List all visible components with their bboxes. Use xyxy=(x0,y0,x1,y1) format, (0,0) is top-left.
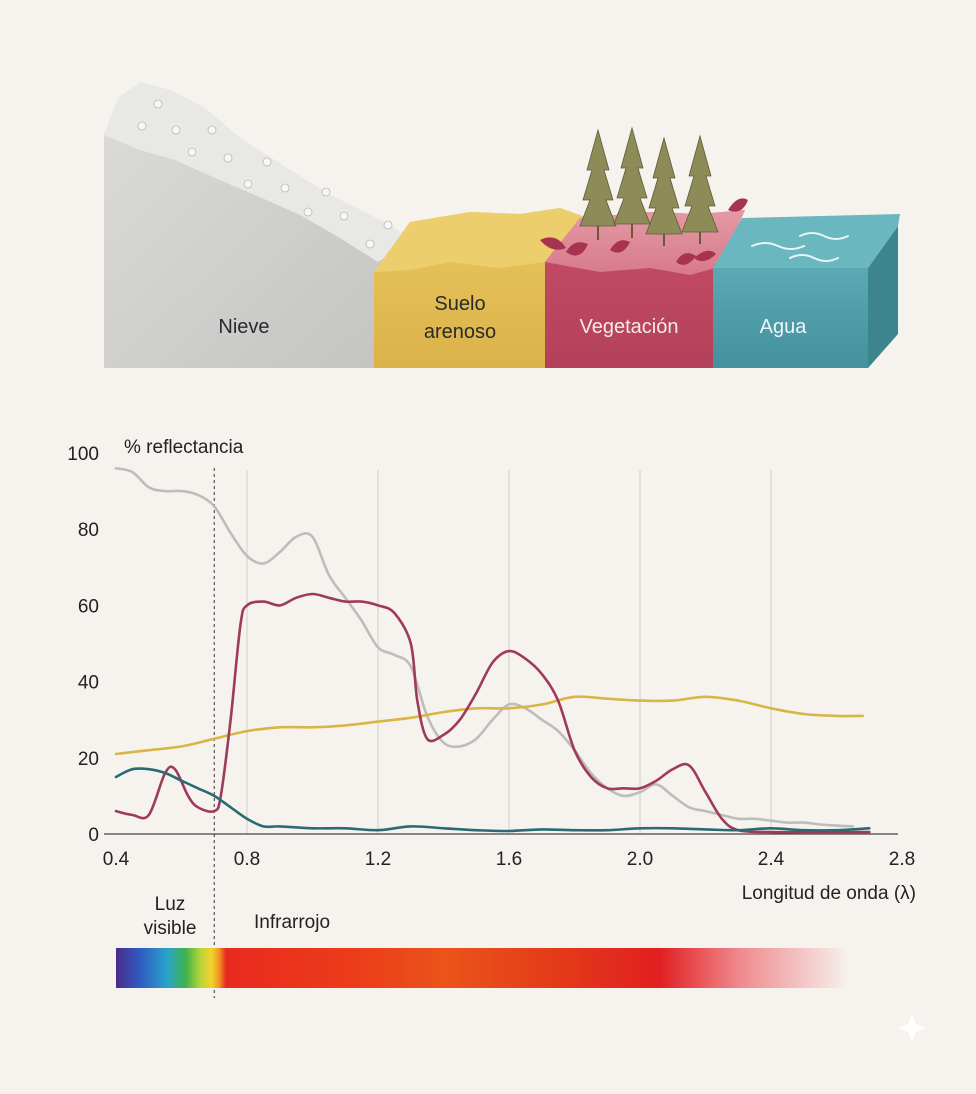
leaf-icon xyxy=(610,240,630,253)
x-axis-label: Longitud de onda (λ) xyxy=(742,883,916,904)
x-tick-label: 2.0 xyxy=(627,849,653,870)
sand-label-line2: arenoso xyxy=(424,321,496,343)
tree-icons xyxy=(579,126,719,246)
x-tick-label: 1.2 xyxy=(365,849,391,870)
x-tick-label: 0.4 xyxy=(103,849,130,870)
snow-block: Nieve xyxy=(104,82,410,368)
tree-trunks xyxy=(597,224,701,246)
visible-light-label-line1: Luz xyxy=(155,894,186,915)
spectrum-bar xyxy=(116,948,850,988)
sand-block: Suelo arenoso xyxy=(374,208,588,368)
leaf-icon xyxy=(728,198,748,212)
water-block-side xyxy=(868,226,898,368)
y-tick-label: 80 xyxy=(78,520,99,541)
x-tick-label: 2.8 xyxy=(889,849,915,870)
series-line-nieve xyxy=(114,466,855,828)
y-tick-label: 60 xyxy=(78,596,99,617)
visible-light-label-line2: visible xyxy=(144,918,197,939)
wave-icon xyxy=(789,254,839,262)
leaf-icon xyxy=(566,242,588,256)
water-block: Agua xyxy=(713,214,900,368)
water-label: Agua xyxy=(760,316,808,338)
chart-gridlines xyxy=(246,470,772,834)
y-tick-label: 20 xyxy=(78,749,99,770)
y-tick-labels: 100 80 60 40 20 0 xyxy=(67,444,99,846)
y-tick-label: 0 xyxy=(88,825,99,846)
x-tick-label: 2.4 xyxy=(758,849,785,870)
chart-series-group xyxy=(114,466,871,834)
wave-icon xyxy=(799,232,849,240)
leaf-icon xyxy=(694,250,716,262)
series-line-agua xyxy=(114,767,871,833)
wave-icons xyxy=(751,232,849,262)
wave-icon xyxy=(751,242,805,250)
leaf-icon xyxy=(540,237,566,250)
vegetation-block: Vegetación xyxy=(540,126,748,368)
water-block-front xyxy=(713,268,868,368)
y-tick-label: 40 xyxy=(78,673,99,694)
tree-icon xyxy=(579,126,719,235)
x-tick-labels: 0.4 0.8 1.2 1.6 2.0 2.4 2.8 xyxy=(103,849,915,870)
sand-block-top xyxy=(374,208,588,272)
vegetation-label: Vegetación xyxy=(580,316,679,338)
leaf-icons xyxy=(540,198,748,265)
series-line-vegetacion xyxy=(114,592,871,834)
x-tick-label: 1.6 xyxy=(496,849,522,870)
y-axis-label: % reflectancia xyxy=(124,437,244,458)
snow-block-top xyxy=(104,82,410,262)
leaf-icon xyxy=(676,253,696,265)
snow-label: Nieve xyxy=(218,316,269,338)
series-line-suelo-arenoso xyxy=(114,695,864,756)
x-tick-label: 0.8 xyxy=(234,849,260,870)
sparkle-icon xyxy=(898,1014,926,1042)
landscape: Nieve Suelo arenoso xyxy=(104,82,900,368)
water-block-top xyxy=(713,214,900,268)
sand-label-line1: Suelo xyxy=(434,293,485,315)
snow-sparkles xyxy=(137,99,393,249)
infrared-label: Infrarrojo xyxy=(254,912,330,933)
y-tick-label: 100 xyxy=(67,444,99,465)
